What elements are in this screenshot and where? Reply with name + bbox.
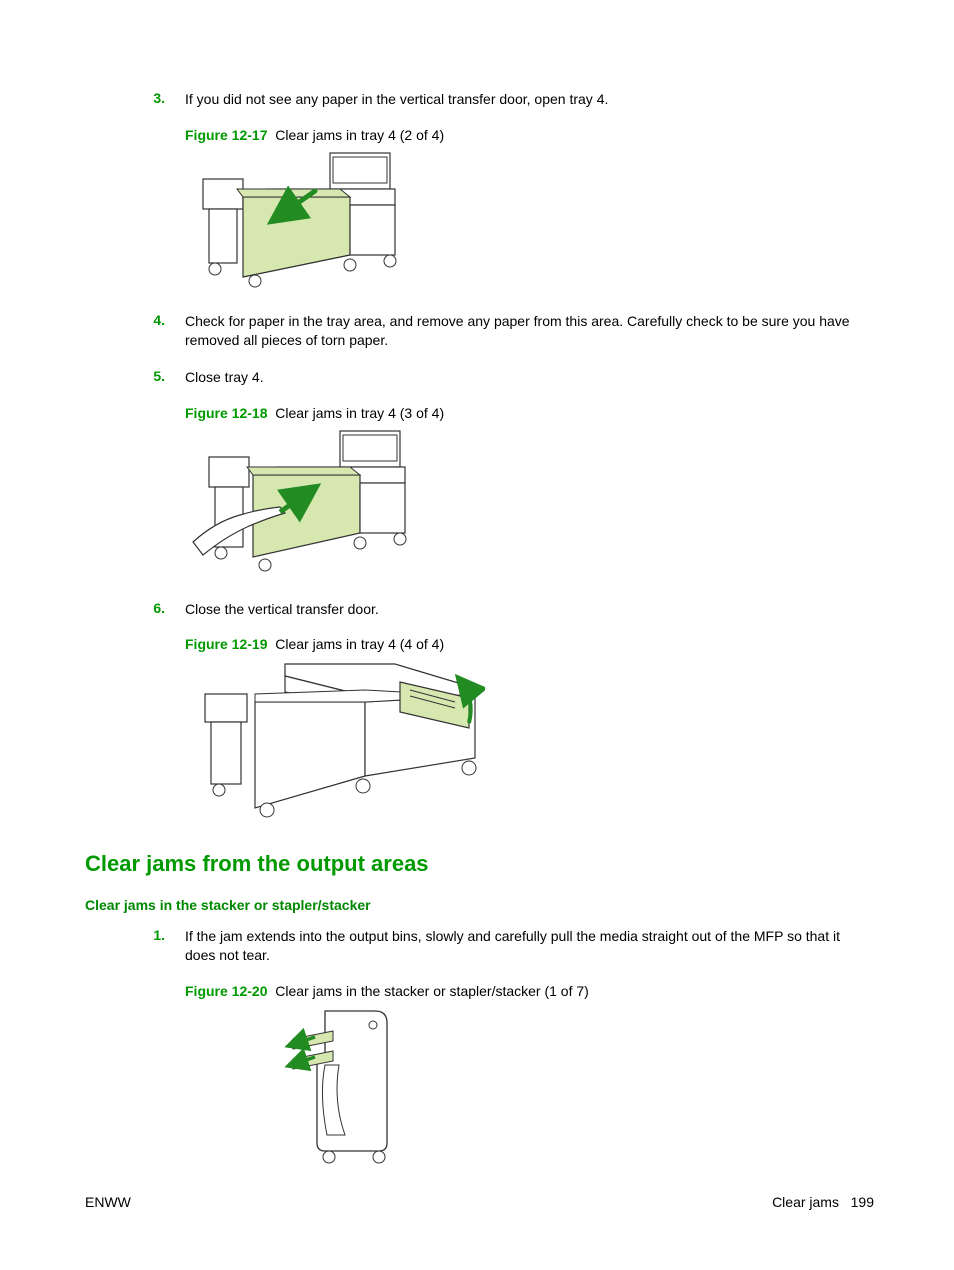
figure-block: Figure 12-17 Clear jams in tray 4 (2 of …: [185, 127, 874, 292]
figure-label: Figure 12-18: [185, 405, 267, 421]
figure-block: Figure 12-19 Clear jams in tray 4 (4 of …: [185, 636, 874, 821]
step-text: If you did not see any paper in the vert…: [185, 90, 874, 109]
step-item: 1 If the jam extends into the output bin…: [85, 927, 874, 965]
section-heading: Clear jams from the output areas: [85, 851, 874, 877]
sub-heading: Clear jams in the stacker or stapler/sta…: [85, 897, 874, 913]
step-number: 6: [85, 600, 185, 619]
page-footer: ENWW Clear jams 199: [85, 1194, 874, 1210]
figure-caption: Figure 12-17 Clear jams in tray 4 (2 of …: [185, 127, 874, 143]
figure-illustration: [275, 1005, 405, 1168]
step-text: If the jam extends into the output bins,…: [185, 927, 874, 965]
step-number: 1: [85, 927, 185, 965]
figure-caption: Figure 12-18 Clear jams in tray 4 (3 of …: [185, 405, 874, 421]
step-text: Close the vertical transfer door.: [185, 600, 874, 619]
figure-caption-text: Clear jams in the stacker or stapler/sta…: [275, 983, 589, 999]
step-item: 4 Check for paper in the tray area, and …: [85, 312, 874, 350]
figure-caption-text: Clear jams in tray 4 (4 of 4): [275, 636, 444, 652]
figure-caption-text: Clear jams in tray 4 (2 of 4): [275, 127, 444, 143]
step-item: 3 If you did not see any paper in the ve…: [85, 90, 874, 109]
step-number: 4: [85, 312, 185, 350]
step-item: 5 Close tray 4.: [85, 368, 874, 387]
step-item: 6 Close the vertical transfer door.: [85, 600, 874, 619]
step-text: Close tray 4.: [185, 368, 874, 387]
footer-right: Clear jams 199: [772, 1194, 874, 1210]
figure-label: Figure 12-20: [185, 983, 267, 999]
step-text: Check for paper in the tray area, and re…: [185, 312, 874, 350]
figure-caption: Figure 12-19 Clear jams in tray 4 (4 of …: [185, 636, 874, 652]
figure-block: Figure 12-20 Clear jams in the stacker o…: [185, 983, 874, 1168]
step-number: 3: [85, 90, 185, 109]
figure-illustration: [185, 149, 405, 292]
figure-label: Figure 12-17: [185, 127, 267, 143]
step-number: 5: [85, 368, 185, 387]
figure-caption: Figure 12-20 Clear jams in the stacker o…: [185, 983, 874, 999]
figure-illustration: [185, 427, 415, 580]
figure-illustration: [185, 658, 485, 821]
figure-label: Figure 12-19: [185, 636, 267, 652]
figure-block: Figure 12-18 Clear jams in tray 4 (3 of …: [185, 405, 874, 580]
figure-caption-text: Clear jams in tray 4 (3 of 4): [275, 405, 444, 421]
footer-left: ENWW: [85, 1194, 131, 1210]
